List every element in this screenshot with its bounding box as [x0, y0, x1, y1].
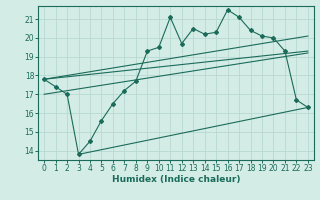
X-axis label: Humidex (Indice chaleur): Humidex (Indice chaleur): [112, 175, 240, 184]
